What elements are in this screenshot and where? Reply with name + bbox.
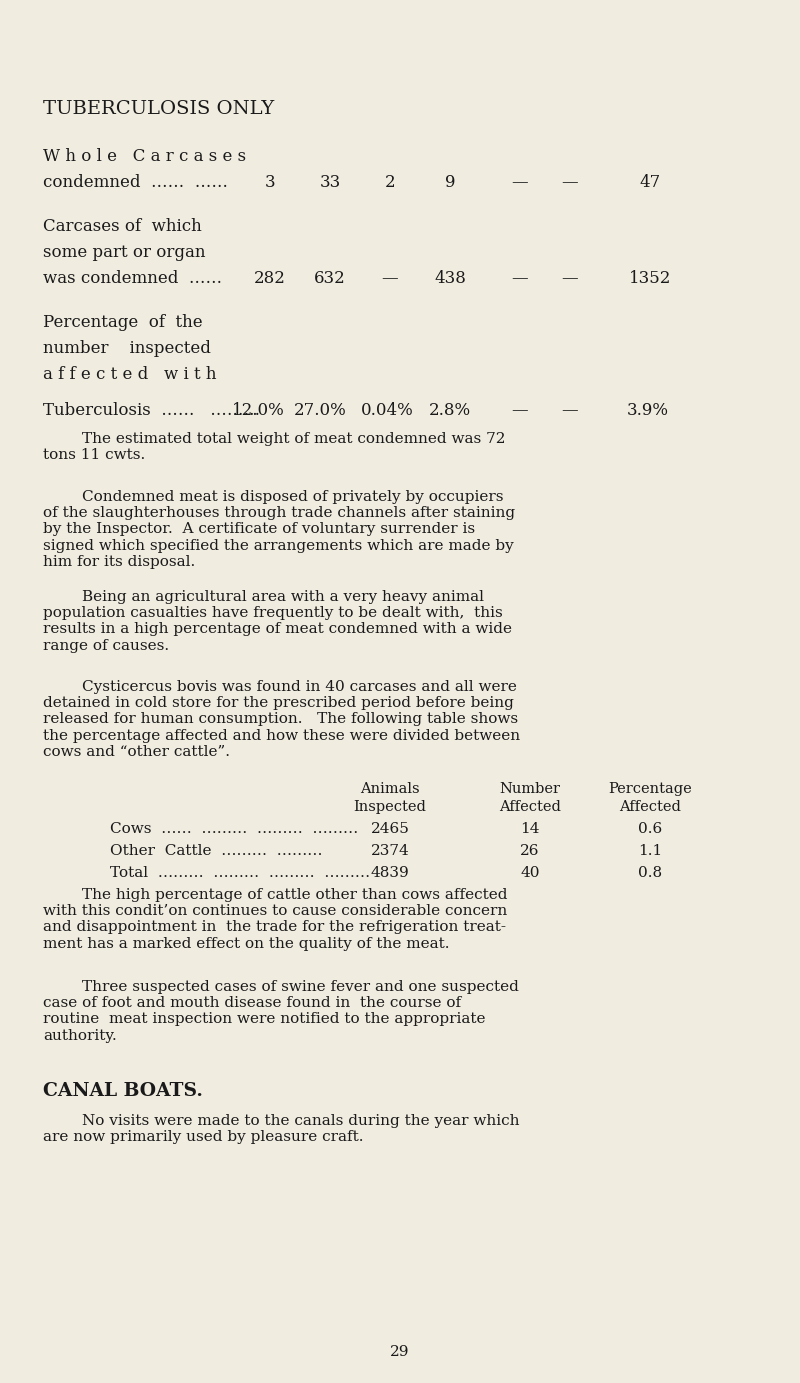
Text: 12.0%: 12.0% [232, 402, 284, 419]
Text: 632: 632 [314, 270, 346, 288]
Text: a f f e c t e d   w i t h: a f f e c t e d w i t h [43, 366, 217, 383]
Text: The high percentage of cattle other than cows affected
with this condit’on conti: The high percentage of cattle other than… [43, 888, 507, 950]
Text: 9: 9 [445, 174, 455, 191]
Text: —: — [562, 174, 578, 191]
Text: 14: 14 [520, 822, 540, 835]
Text: 4839: 4839 [370, 866, 410, 880]
Text: 2.8%: 2.8% [429, 402, 471, 419]
Text: Cysticercus bovis was found in 40 carcases and all were
detained in cold store f: Cysticercus bovis was found in 40 carcas… [43, 680, 520, 759]
Text: 0.04%: 0.04% [361, 402, 414, 419]
Text: 3: 3 [265, 174, 275, 191]
Text: number    inspected: number inspected [43, 340, 211, 357]
Text: —: — [512, 402, 528, 419]
Text: Affected: Affected [499, 799, 561, 815]
Text: 27.0%: 27.0% [294, 402, 346, 419]
Text: No visits were made to the canals during the year which
are now primarily used b: No visits were made to the canals during… [43, 1113, 519, 1144]
Text: Affected: Affected [619, 799, 681, 815]
Text: CANAL BOATS.: CANAL BOATS. [43, 1082, 203, 1099]
Text: Total  ………  ………  ………  ………: Total ……… ……… ……… ……… [110, 866, 370, 880]
Text: 1.1: 1.1 [638, 844, 662, 857]
Text: Inspected: Inspected [354, 799, 426, 815]
Text: 2465: 2465 [370, 822, 410, 835]
Text: 1352: 1352 [629, 270, 671, 288]
Text: 40: 40 [520, 866, 540, 880]
Text: 438: 438 [434, 270, 466, 288]
Text: —: — [562, 270, 578, 288]
Text: —: — [512, 270, 528, 288]
Text: was condemned  ……: was condemned …… [43, 270, 222, 288]
Text: Cows  ……  ………  ………  ………: Cows …… ……… ……… ……… [110, 822, 358, 835]
Text: Tuberculosis  ……   ………: Tuberculosis …… ……… [43, 402, 260, 419]
Text: —: — [382, 270, 398, 288]
Text: 3.9%: 3.9% [627, 402, 669, 419]
Text: Number: Number [499, 781, 561, 797]
Text: some part or organ: some part or organ [43, 243, 206, 261]
Text: 33: 33 [319, 174, 341, 191]
Text: Other  Cattle  ………  ………: Other Cattle ……… ……… [110, 844, 322, 857]
Text: Condemned meat is disposed of privately by occupiers
of the slaughterhouses thro: Condemned meat is disposed of privately … [43, 490, 515, 568]
Text: condemned  ……  ……: condemned …… …… [43, 174, 228, 191]
Text: TUBERCULOSIS ONLY: TUBERCULOSIS ONLY [43, 100, 274, 118]
Text: 29: 29 [390, 1346, 410, 1359]
Text: Being an agricultural area with a very heavy animal
population casualties have f: Being an agricultural area with a very h… [43, 591, 512, 653]
Text: 282: 282 [254, 270, 286, 288]
Text: 2374: 2374 [370, 844, 410, 857]
Text: 47: 47 [639, 174, 661, 191]
Text: 2: 2 [385, 174, 395, 191]
Text: 26: 26 [520, 844, 540, 857]
Text: Three suspected cases of swine fever and one suspected
case of foot and mouth di: Three suspected cases of swine fever and… [43, 981, 519, 1043]
Text: Percentage: Percentage [608, 781, 692, 797]
Text: The estimated total weight of meat condemned was 72
tons 11 cwts.: The estimated total weight of meat conde… [43, 431, 506, 462]
Text: 0.6: 0.6 [638, 822, 662, 835]
Text: 0.8: 0.8 [638, 866, 662, 880]
Text: Percentage  of  the: Percentage of the [43, 314, 202, 331]
Text: —: — [562, 402, 578, 419]
Text: W h o l e   C a r c a s e s: W h o l e C a r c a s e s [43, 148, 246, 165]
Text: Animals: Animals [360, 781, 420, 797]
Text: —: — [512, 174, 528, 191]
Text: Carcases of  which: Carcases of which [43, 219, 202, 235]
